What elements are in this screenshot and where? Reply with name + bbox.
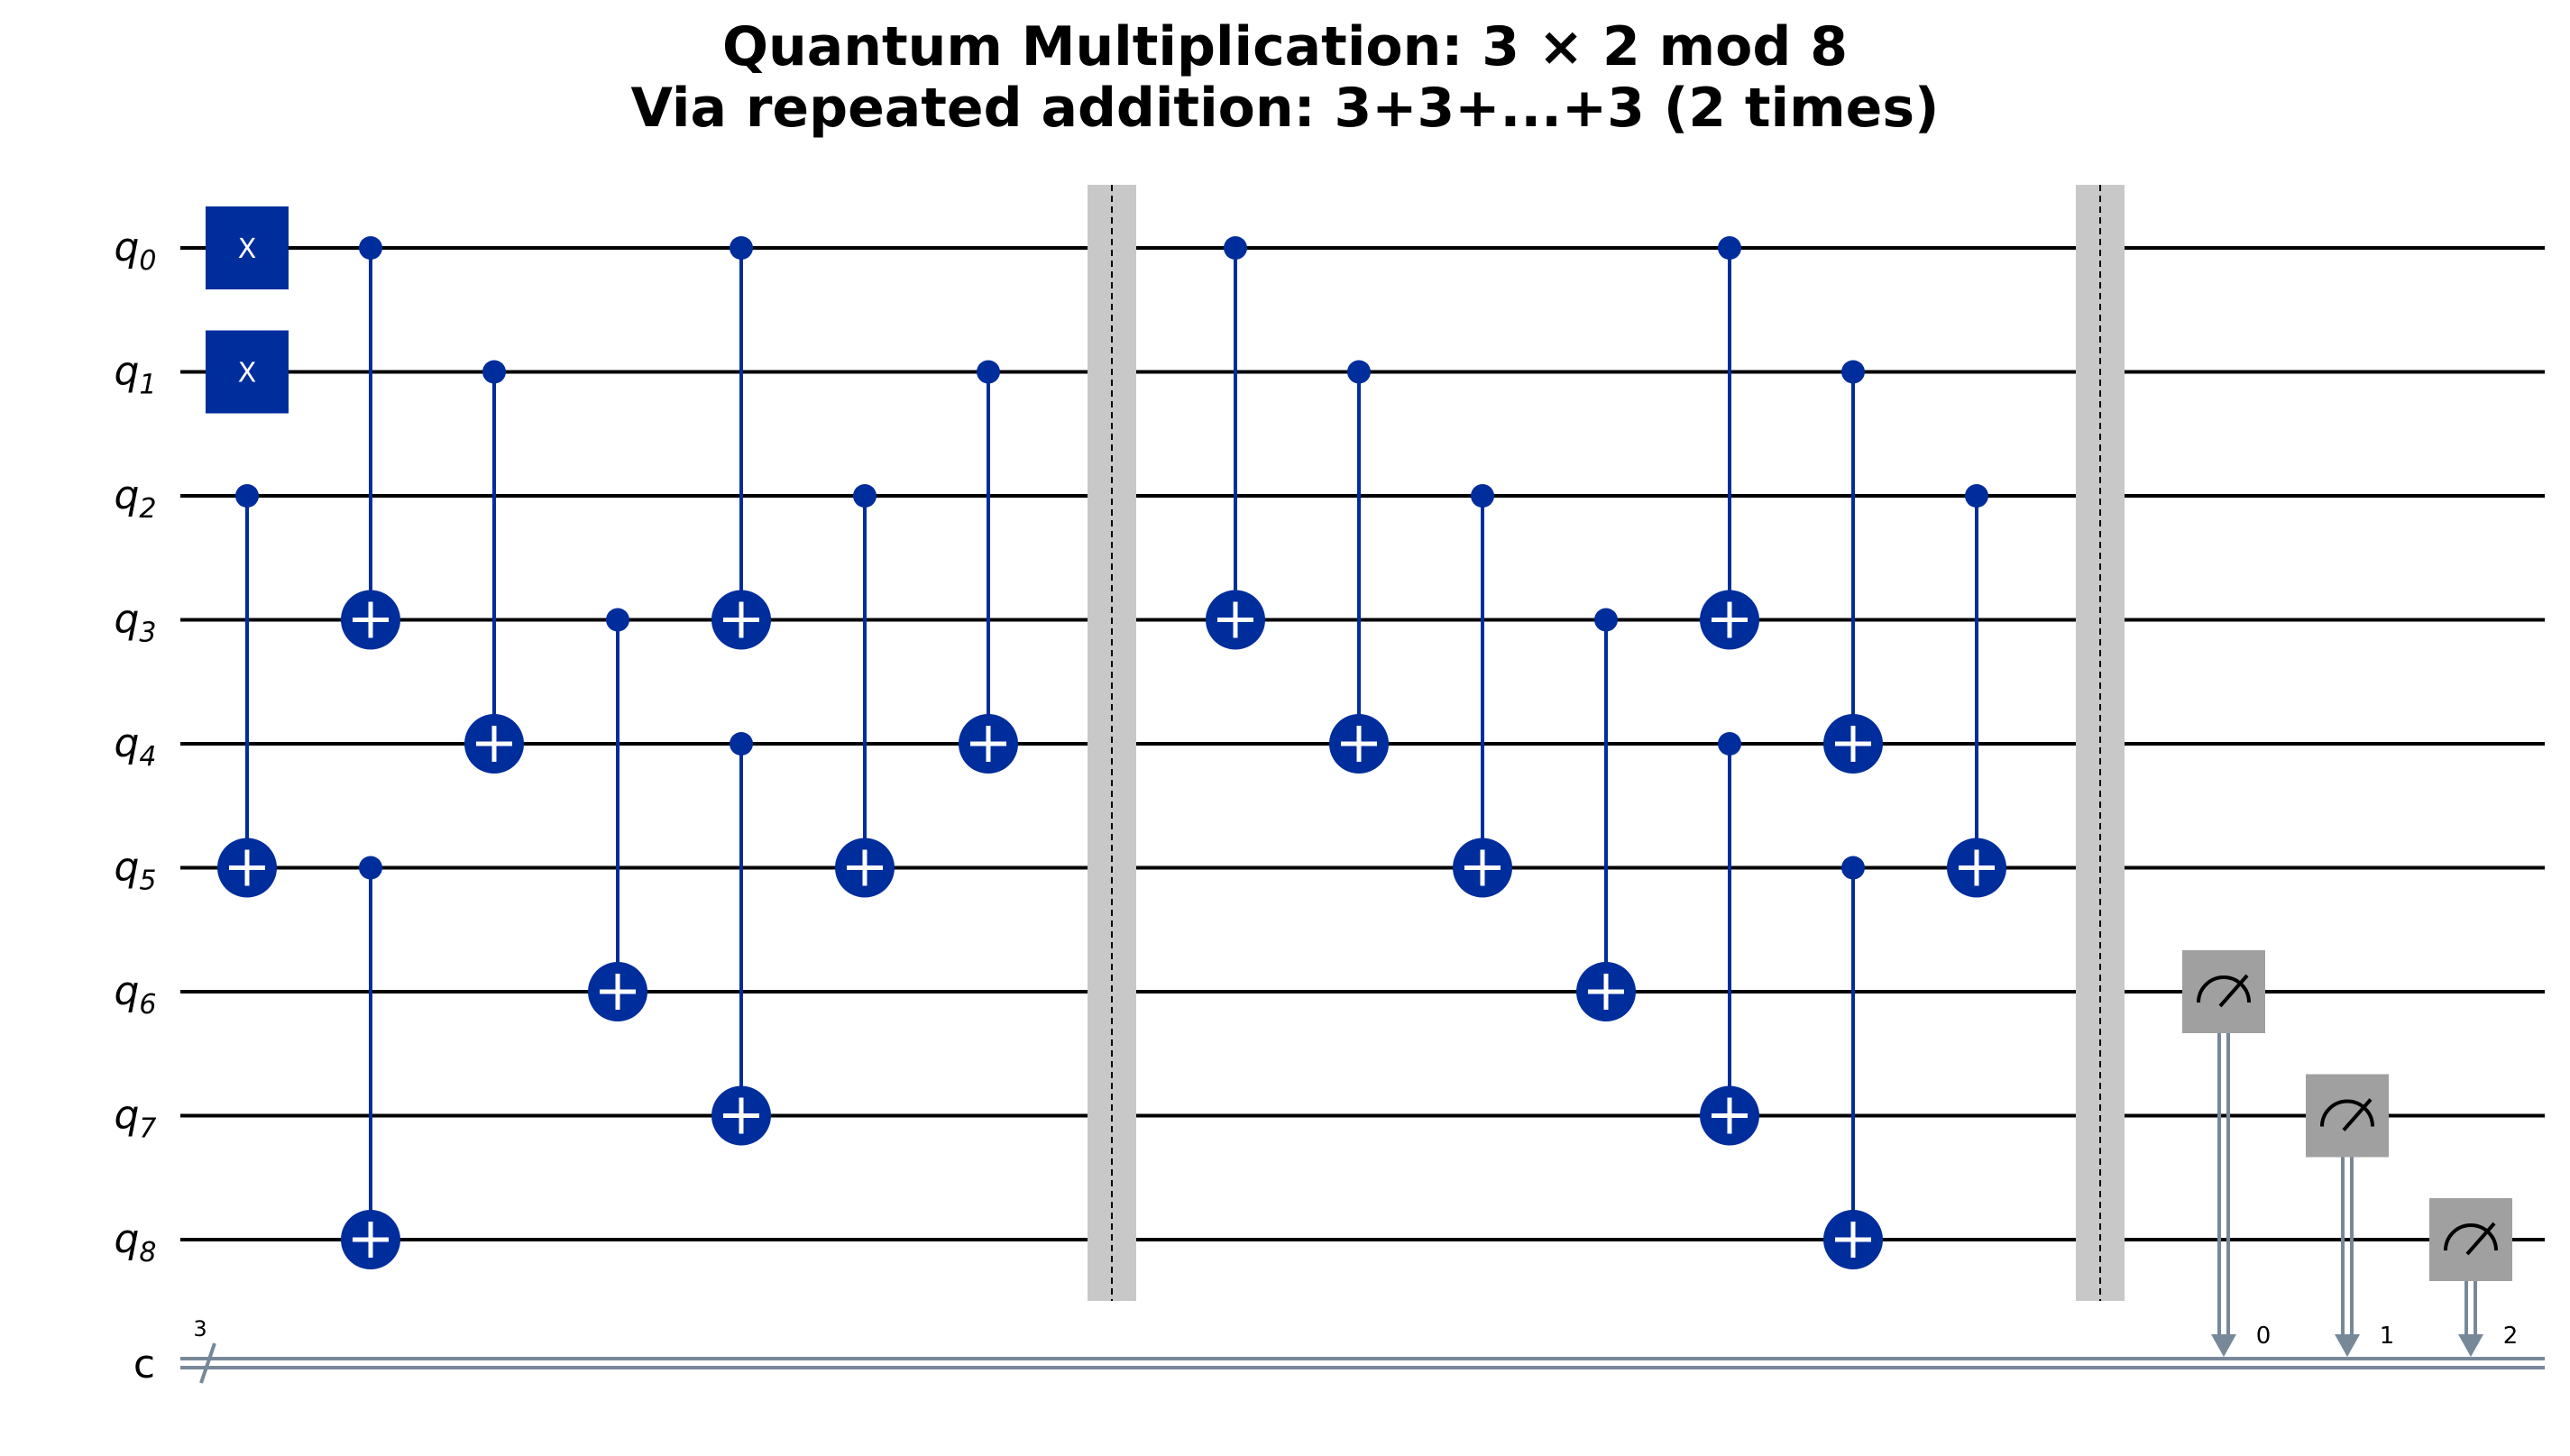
measure-cbit-index: 2 xyxy=(2503,1323,2519,1350)
x-gate-label: X xyxy=(238,234,257,265)
qubit-index-5: 5 xyxy=(139,865,156,897)
control-dot xyxy=(1471,484,1494,508)
meter-arc-icon xyxy=(2444,1223,2498,1251)
control-dot xyxy=(1841,856,1865,880)
measure-box xyxy=(2182,950,2265,1033)
qubit-index-7: 7 xyxy=(139,1113,156,1145)
control-dot xyxy=(1718,236,1741,260)
meter-needle-icon xyxy=(2465,1222,2496,1256)
control-dot xyxy=(1841,360,1865,384)
measure-arrowhead xyxy=(2458,1334,2483,1357)
x-gate-label: X xyxy=(238,358,257,389)
qubit-label-6: q6 xyxy=(114,968,156,1021)
qubit-label-1: q1 xyxy=(114,349,156,401)
qubit-label-7: q7 xyxy=(114,1093,156,1145)
qubit-index-0: 0 xyxy=(139,245,156,277)
control-dot xyxy=(1594,608,1618,632)
qubit-label-8: q8 xyxy=(114,1216,156,1268)
qubit-label-4: q4 xyxy=(114,720,156,773)
meter-arc-icon xyxy=(2197,975,2251,1003)
classical-register-width: 3 xyxy=(193,1316,207,1342)
qubit-label-0: q0 xyxy=(114,224,156,277)
control-dot xyxy=(359,236,382,260)
control-dot xyxy=(1718,732,1741,755)
control-dot xyxy=(359,856,382,880)
meter-needle-icon xyxy=(2218,974,2249,1008)
qubit-index-6: 6 xyxy=(139,989,156,1021)
control-dot xyxy=(606,608,629,632)
register-labels: q0 q1 q2 q3 q4 q5 q6 q7 q8 c 3 xyxy=(114,224,207,1387)
x-gate-box xyxy=(206,330,289,414)
measure-cbit-index: 1 xyxy=(2380,1323,2395,1350)
control-dot xyxy=(482,360,506,384)
classical-bundle-slash xyxy=(199,1342,216,1384)
control-dot xyxy=(730,236,753,260)
meter-needle-icon xyxy=(2342,1098,2373,1131)
measure-arrowhead xyxy=(2335,1334,2360,1357)
measure-arrowhead xyxy=(2211,1334,2236,1357)
measure-box xyxy=(2306,1074,2389,1158)
qubit-index-2: 2 xyxy=(139,493,156,525)
x-gate-box xyxy=(206,206,289,289)
control-dot xyxy=(730,732,753,755)
qubit-index-4: 4 xyxy=(139,741,156,773)
measure-cbit-index: 0 xyxy=(2256,1323,2272,1350)
title-line-1: Quantum Multiplication: 3 × 2 mod 8 xyxy=(722,15,1848,78)
control-dot xyxy=(1347,360,1371,384)
qubit-index-1: 1 xyxy=(139,370,156,401)
control-dot xyxy=(1224,236,1247,260)
classical-register-label: c xyxy=(133,1342,155,1387)
control-dot xyxy=(853,484,877,508)
measure-box xyxy=(2429,1198,2512,1281)
title-line-2: Via repeated addition: 3+3+...+3 (2 time… xyxy=(631,77,1940,140)
qubit-index-8: 8 xyxy=(139,1237,156,1268)
qubit-index-3: 3 xyxy=(139,618,156,649)
gates: X X 0 1 2 xyxy=(206,206,2518,1357)
wires xyxy=(180,246,2545,1384)
control-dot xyxy=(1965,484,1988,508)
qubit-label-3: q3 xyxy=(114,597,156,649)
meter-arc-icon xyxy=(2320,1099,2374,1127)
control-dot xyxy=(235,484,259,508)
qubit-label-5: q5 xyxy=(114,845,156,897)
barriers xyxy=(1088,185,2125,1301)
control-dot xyxy=(977,360,1000,384)
qubit-label-2: q2 xyxy=(114,472,156,525)
